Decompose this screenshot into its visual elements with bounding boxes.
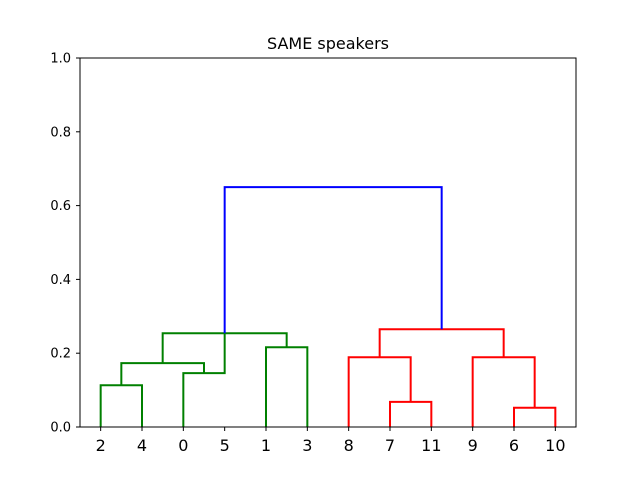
dendrogram-link-blue xyxy=(223,186,443,334)
leaf-label: 4 xyxy=(137,436,147,455)
y-tick-label: 0.2 xyxy=(50,347,71,362)
x-axis-leaf-labels: 2 4 0 5 1 3 8 7 11 9 6 10 xyxy=(96,427,566,455)
dendrogram-link-red xyxy=(513,406,557,427)
y-tick-label: 0.4 xyxy=(50,273,71,288)
y-tick-label: 1.0 xyxy=(50,52,71,67)
dendrogram-link-red xyxy=(389,400,433,427)
dendrogram-link-red xyxy=(471,356,536,427)
leaf-label: 2 xyxy=(96,436,106,455)
y-tick-label: 0.0 xyxy=(50,421,71,436)
leaf-label: 6 xyxy=(509,436,519,455)
chart-title: SAME speakers xyxy=(267,34,389,53)
dendrogram-link-green xyxy=(265,346,309,427)
dendrogram-link-green xyxy=(120,362,205,386)
dendrogram-link-green xyxy=(182,333,226,427)
plot-frame xyxy=(79,57,577,428)
leaf-label: 0 xyxy=(178,436,188,455)
leaf-label: 9 xyxy=(468,436,478,455)
leaf-label: 10 xyxy=(545,436,565,455)
dendrogram-link-green xyxy=(99,384,143,427)
leaf-label: 5 xyxy=(220,436,230,455)
y-axis-ticks: 0.0 0.2 0.4 0.6 0.8 1.0 xyxy=(50,52,80,436)
leaf-label: 8 xyxy=(344,436,354,455)
y-tick-label: 0.8 xyxy=(50,125,71,140)
leaf-label: 3 xyxy=(302,436,312,455)
leaf-label: 7 xyxy=(385,436,395,455)
dendrogram-link-red xyxy=(347,356,412,427)
y-tick-label: 0.6 xyxy=(50,199,71,214)
leaf-label: 1 xyxy=(261,436,271,455)
dendrogram-link-red xyxy=(378,328,505,358)
leaf-label: 11 xyxy=(421,436,441,455)
dendrogram-links xyxy=(99,186,557,427)
